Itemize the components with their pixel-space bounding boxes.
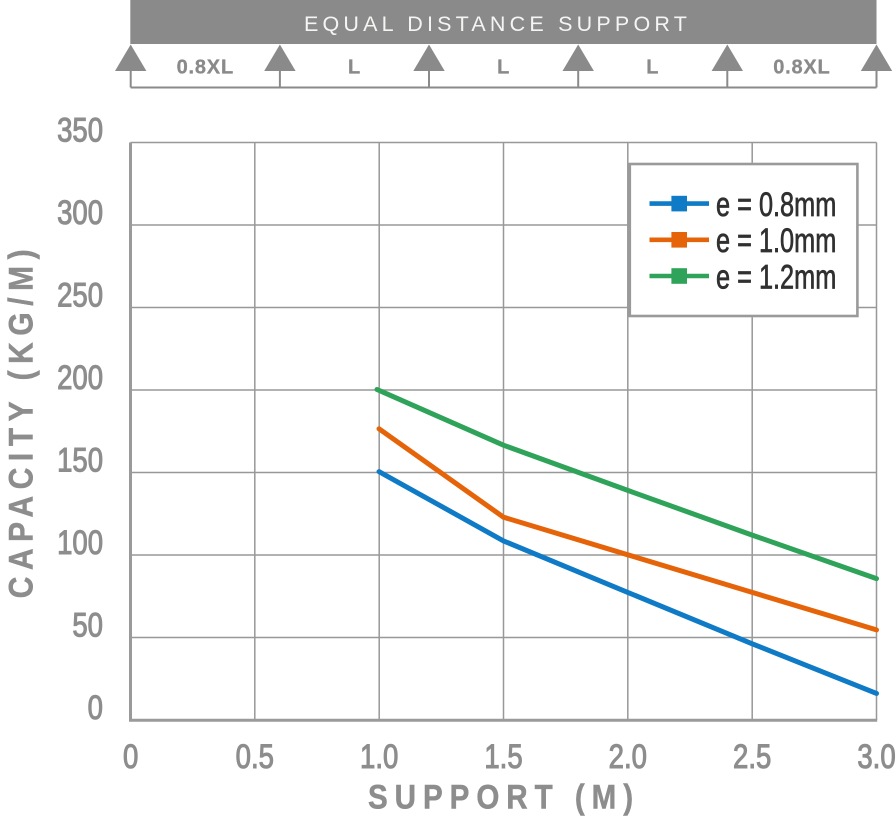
svg-text:350: 350 — [57, 111, 103, 149]
svg-text:L: L — [646, 57, 659, 79]
svg-text:250: 250 — [57, 276, 103, 314]
svg-text:e = 1.2mm: e = 1.2mm — [716, 259, 836, 296]
svg-text:e = 0.8mm: e = 0.8mm — [716, 187, 836, 224]
svg-text:2.5: 2.5 — [733, 737, 771, 775]
svg-text:100: 100 — [57, 523, 103, 561]
svg-text:L: L — [348, 57, 361, 79]
svg-text:0: 0 — [88, 688, 103, 726]
svg-text:1.0: 1.0 — [360, 737, 398, 775]
svg-text:2.0: 2.0 — [609, 737, 647, 775]
svg-text:L: L — [497, 57, 510, 79]
svg-text:0.8XL: 0.8XL — [177, 57, 234, 79]
svg-text:e = 1.0mm: e = 1.0mm — [716, 223, 836, 260]
svg-text:EQUAL DISTANCE SUPPORT: EQUAL DISTANCE SUPPORT — [304, 12, 691, 36]
svg-text:1.5: 1.5 — [484, 737, 522, 775]
svg-text:SUPPORT (M): SUPPORT (M) — [368, 778, 640, 816]
svg-text:50: 50 — [72, 606, 103, 644]
svg-text:0.5: 0.5 — [236, 737, 274, 775]
svg-text:300: 300 — [57, 193, 103, 231]
svg-text:0.8XL: 0.8XL — [773, 57, 830, 79]
svg-text:200: 200 — [57, 358, 103, 396]
svg-text:0: 0 — [123, 737, 138, 775]
svg-text:CAPACITY (KG/M): CAPACITY (KG/M) — [2, 243, 40, 598]
svg-text:3.0: 3.0 — [857, 737, 895, 775]
svg-text:150: 150 — [57, 441, 103, 479]
